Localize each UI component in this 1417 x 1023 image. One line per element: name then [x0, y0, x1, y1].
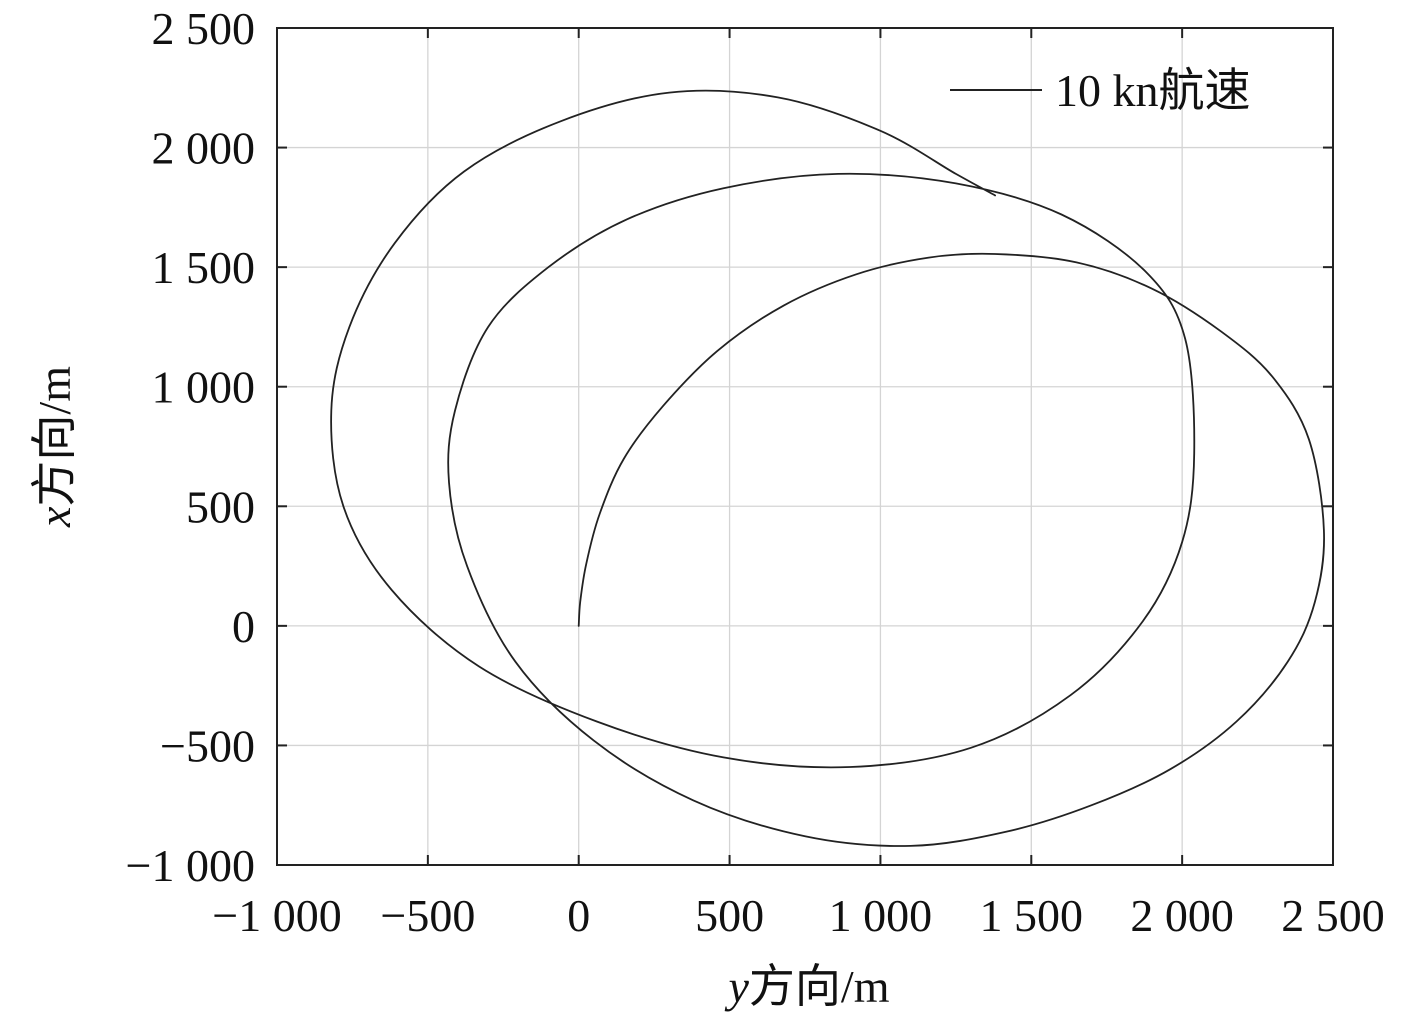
x-tick-label-5: 1 500 [980, 890, 1084, 941]
y-tick-label-4: 1 000 [152, 362, 256, 413]
y-tick-label-1: −500 [160, 720, 255, 771]
x-axis-label-rest: 方向/m [749, 961, 890, 1012]
legend: 10 kn航速 [950, 65, 1251, 116]
x-axis-label: y方向/m [725, 961, 890, 1012]
y-axis-label: x方向/m [29, 366, 80, 528]
y-axis-label-var: x [29, 506, 80, 528]
y-tick-label-0: −1 000 [126, 840, 255, 891]
legend-label-0: 10 kn航速 [1055, 65, 1251, 116]
y-tick-label-7: 2 500 [152, 3, 256, 54]
x-tick-label-6: 2 000 [1130, 890, 1234, 941]
y-tick-label-6: 2 000 [152, 123, 256, 174]
x-tick-label-0: −1 000 [212, 890, 341, 941]
x-tick-label-2: 0 [567, 890, 590, 941]
axis-ticks: −1 000 −500 0 500 1 000 1 500 2 000 2 500 −1 000… [126, 3, 1385, 941]
x-tick-label-4: 1 000 [829, 890, 933, 941]
x-tick-label-1: −500 [380, 890, 475, 941]
y-tick-label-2: 0 [232, 601, 255, 652]
x-axis-label-var: y [725, 961, 750, 1012]
y-tick-label-5: 1 500 [152, 242, 256, 293]
series-line-0 [330, 89, 1325, 847]
x-tick-label-3: 500 [695, 890, 764, 941]
grid [277, 28, 1333, 865]
plot-frame [276, 27, 1334, 866]
series-layer [330, 89, 1325, 847]
x-tick-label-7: 2 500 [1281, 890, 1385, 941]
y-tick-label-3: 500 [186, 481, 255, 532]
y-axis-label-rest: 方向/m [29, 366, 80, 507]
